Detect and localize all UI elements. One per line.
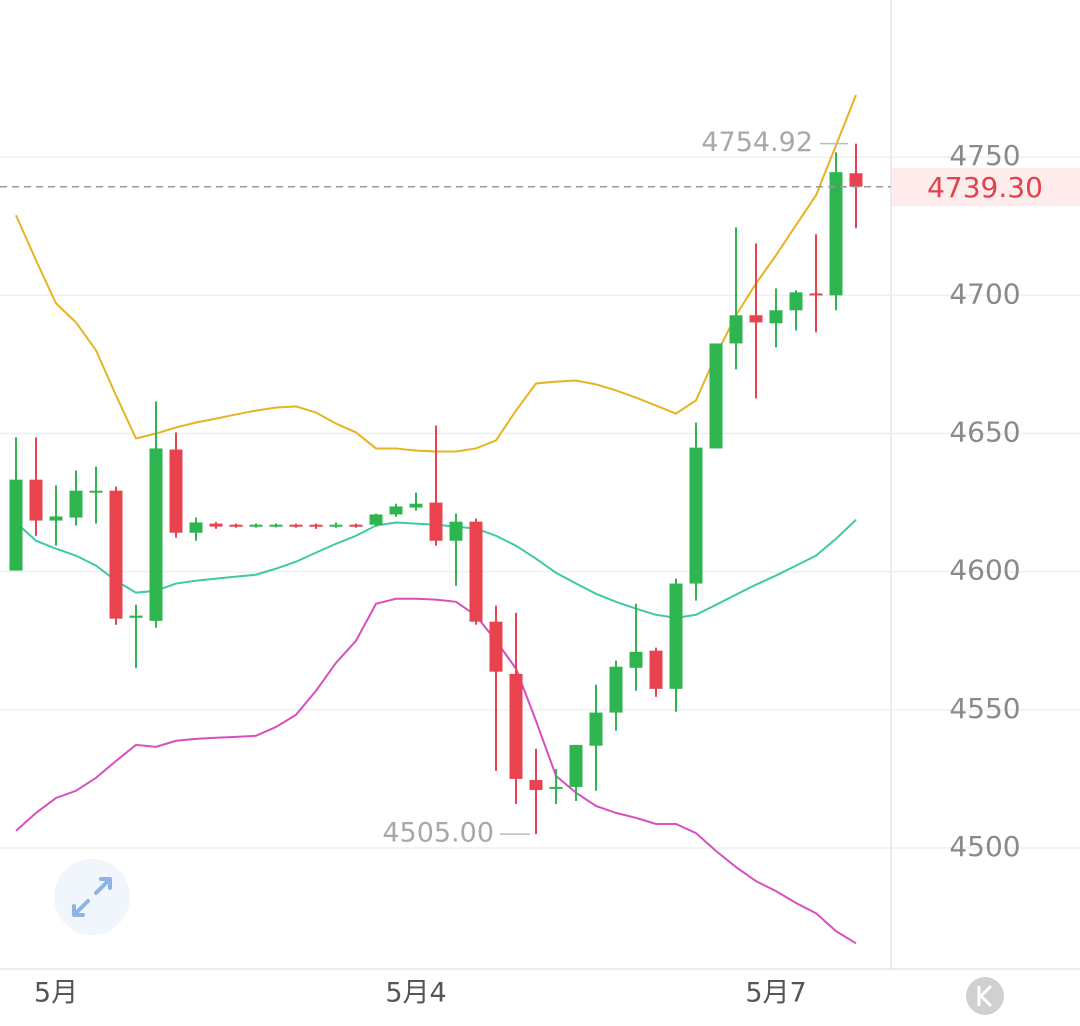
candle-body xyxy=(849,173,863,187)
candle-body xyxy=(49,516,63,521)
k-button-icon xyxy=(977,984,993,1008)
candle-body xyxy=(109,490,123,619)
candle-body xyxy=(789,292,803,311)
y-tick-label: 4700 xyxy=(949,277,1020,310)
candle-body xyxy=(809,293,823,296)
candle-body xyxy=(669,583,683,689)
candle-body xyxy=(189,522,203,533)
candle-body xyxy=(89,490,103,493)
band-line xyxy=(15,597,857,945)
candle-body xyxy=(589,712,603,746)
y-tick-label: 4550 xyxy=(949,692,1020,725)
candle-body xyxy=(829,172,843,296)
candle-body xyxy=(469,521,483,622)
expand-icon xyxy=(72,877,112,917)
candle-body xyxy=(689,447,703,584)
k-button-bg xyxy=(966,977,1004,1015)
candle-body xyxy=(729,315,743,344)
candle-body xyxy=(449,521,463,541)
candle-body xyxy=(29,479,43,521)
candle-body xyxy=(349,524,363,527)
candle-body xyxy=(609,666,623,713)
candle-body xyxy=(769,310,783,324)
candle-body xyxy=(629,651,643,668)
candle-body xyxy=(409,503,423,508)
y-tick-label: 4500 xyxy=(949,830,1020,863)
candle-body xyxy=(289,524,303,527)
candle-body xyxy=(329,524,343,527)
expand-button[interactable] xyxy=(54,859,130,935)
candle-body xyxy=(9,479,23,571)
y-tick-label: 4750 xyxy=(949,139,1020,172)
candle-body xyxy=(249,524,263,527)
candle-body xyxy=(569,744,583,787)
candle-body xyxy=(169,449,183,533)
last-price-bg xyxy=(891,168,1080,206)
y-tick-label: 4600 xyxy=(949,554,1020,587)
candle-body xyxy=(489,621,503,672)
candle-body xyxy=(309,524,323,527)
last-price-label: 4739.30 xyxy=(927,171,1043,204)
candle-body xyxy=(509,673,523,779)
candle-body xyxy=(529,780,543,790)
candle-body xyxy=(149,448,163,621)
candle-body xyxy=(649,650,663,689)
candle-body xyxy=(209,523,223,527)
k-button[interactable] xyxy=(966,977,1004,1015)
x-tick-label: 5月7 xyxy=(745,978,806,1009)
candle-body xyxy=(129,615,143,618)
candle-body xyxy=(369,514,383,525)
candle-body xyxy=(749,315,763,323)
y-tick-label: 4650 xyxy=(949,416,1020,449)
x-tick-label: 5月 xyxy=(34,978,78,1009)
candle-body xyxy=(549,786,563,789)
candle-body xyxy=(69,490,83,518)
expand-bg xyxy=(54,859,130,935)
x-tick-label: 5月4 xyxy=(385,978,446,1009)
min-label: 4505.00 xyxy=(382,818,494,849)
candle-body xyxy=(389,506,403,515)
max-label: 4754.92 xyxy=(701,127,813,158)
candle-body xyxy=(269,524,283,527)
candle-body xyxy=(429,502,443,541)
candle-body xyxy=(229,524,243,527)
candle-body xyxy=(709,343,723,449)
